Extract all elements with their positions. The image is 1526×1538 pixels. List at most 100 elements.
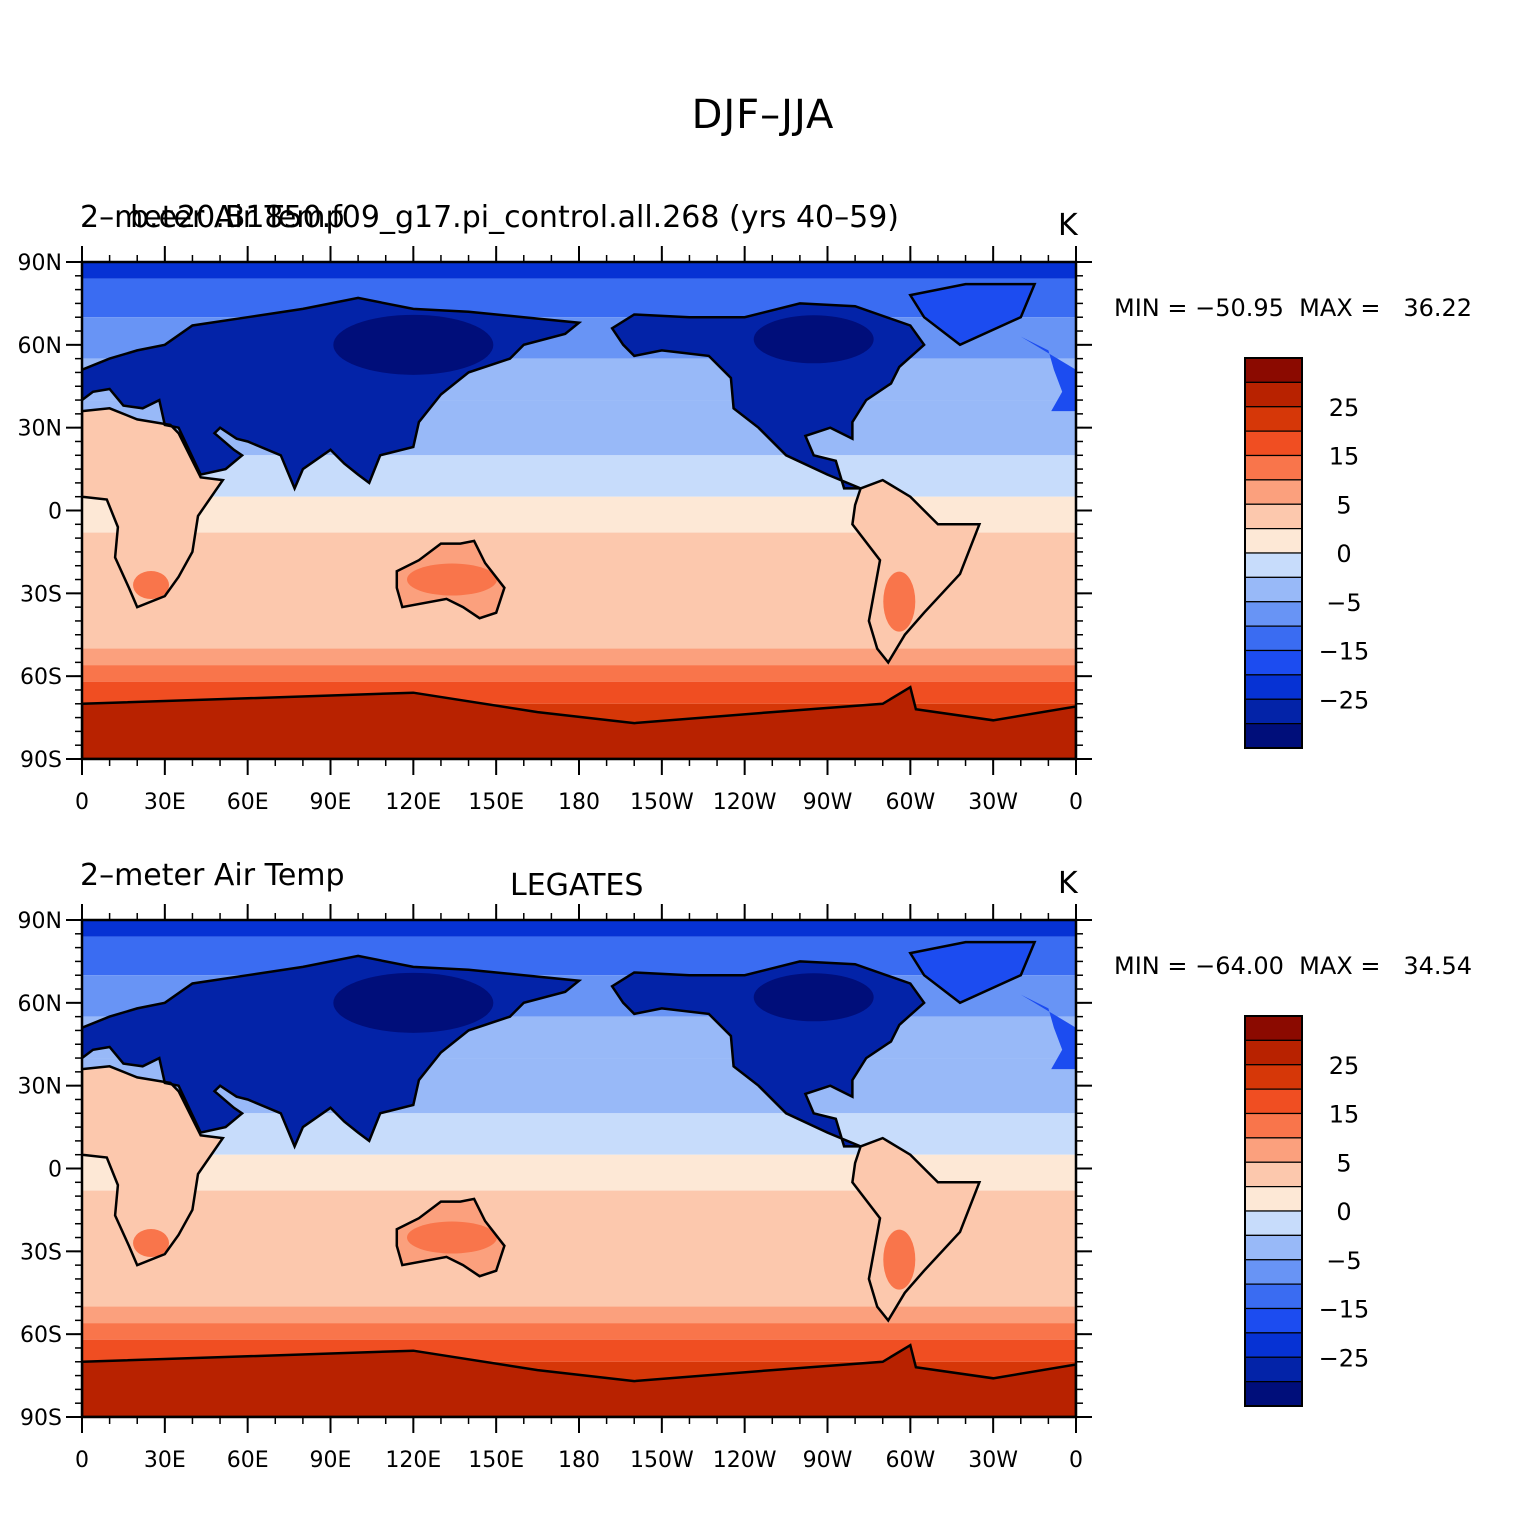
lon-label: 60W: [885, 1448, 935, 1473]
colorbar-box: [1244, 1064, 1303, 1090]
lon-label: 150E: [468, 1448, 524, 1473]
colorbar-box: [1244, 1332, 1303, 1358]
colorbar-box: [1244, 1381, 1303, 1407]
lon-label: 150E: [468, 790, 524, 815]
land-fill: [82, 687, 1076, 759]
colorbar-label: 15: [1329, 443, 1360, 471]
lon-label: 120E: [385, 790, 441, 815]
colorbar-box: [1244, 479, 1303, 505]
colorbar-label: 0: [1336, 1198, 1351, 1226]
colorbar-label: −15: [1319, 638, 1370, 666]
center-label: LEGATES: [510, 868, 644, 903]
contour-band: [82, 920, 1076, 937]
contour-band: [82, 262, 1076, 279]
colorbar: 25 15 5 0 −5 −15 −25: [1244, 357, 1370, 749]
colorbar-box: [1244, 357, 1303, 383]
lat-label: 90N: [18, 909, 62, 934]
colorbar-box: [1244, 601, 1303, 627]
coastline: [82, 407, 226, 609]
colorbar-box: [1244, 1283, 1303, 1310]
lat-label: 30N: [18, 417, 62, 442]
colorbar-box: [1244, 1210, 1303, 1236]
coastline: [82, 1343, 1076, 1417]
colorbar-label: 25: [1329, 1052, 1360, 1080]
figure-title: DJF–JJA: [691, 92, 835, 138]
lon-label: 90W: [803, 790, 853, 815]
colorbar-box: [1244, 1039, 1303, 1066]
southern-africa-warm-core: [133, 571, 170, 600]
colorbar-box: [1244, 503, 1303, 530]
lon-label: 60E: [227, 1448, 269, 1473]
colorbar-box: [1244, 430, 1303, 457]
lon-label: 0: [75, 1448, 89, 1473]
min-max-text: MIN = −50.95 MAX = 36.22: [1114, 294, 1473, 322]
land-fill: [1020, 994, 1076, 1070]
colorbar-box: [1244, 1356, 1303, 1383]
lat-label: 90S: [20, 748, 62, 773]
field-layer: [82, 920, 1076, 1417]
map-panel-obs: 90N 60N 30N 0 30S 60S 90S 0 30E 60E 90E 120E 150E 180…: [0, 658, 1526, 1473]
colorbar-label: −5: [1326, 1247, 1361, 1275]
coastline: [82, 685, 1076, 759]
colorbar-label: 5: [1336, 491, 1351, 519]
colorbar-label: 0: [1336, 540, 1351, 568]
colorbar-box: [1244, 698, 1303, 725]
siberia-cold-core: [333, 314, 494, 375]
coastline: [610, 302, 926, 490]
colorbar-box: [1244, 625, 1303, 652]
lat-label: 60S: [20, 665, 62, 690]
colorbar-frame: [1244, 1015, 1303, 1407]
colorbar-box: [1244, 454, 1303, 481]
map-panel-model: 90N 60N 30N 0 30S 60S 90S 0 30E 60E 90E 120E 150E 180…: [0, 0, 1526, 815]
lat-label: 90S: [20, 1406, 62, 1431]
lon-label: 60W: [885, 790, 935, 815]
lon-label: 0: [75, 790, 89, 815]
colorbar-box: [1244, 552, 1303, 578]
colorbar-box: [1244, 1186, 1303, 1212]
lon-label: 120W: [713, 790, 777, 815]
lat-label: 0: [48, 1158, 62, 1183]
lon-label: 120W: [713, 1448, 777, 1473]
contour-band: [82, 648, 1076, 666]
colorbar-label: −25: [1319, 1344, 1370, 1372]
lon-label: 30W: [968, 1448, 1018, 1473]
map-plot-model: 90N 60N 30N 0 30S 60S 90S 0 30E 60E 90E 120E 150E 180…: [18, 246, 1370, 815]
lat-label: 90N: [18, 251, 62, 276]
land-fill: [852, 1138, 980, 1321]
colorbar-label: 25: [1329, 394, 1360, 422]
coastline: [908, 940, 1037, 1005]
land-fill: [82, 1345, 1076, 1417]
center-label: b.e20.B1850.f09_g17.pi_control.all.268 (…: [130, 200, 899, 235]
lon-label: 120E: [385, 1448, 441, 1473]
colorbar-box: [1244, 1234, 1303, 1261]
contour-band: [82, 455, 1076, 497]
colorbar-box: [1244, 723, 1303, 749]
lat-label: 30S: [20, 1240, 62, 1265]
min-max-text: MIN = −64.00 MAX = 34.54: [1114, 952, 1473, 980]
lon-label: 60E: [227, 790, 269, 815]
colorbar-box: [1244, 406, 1303, 432]
colorbar-label: −5: [1326, 589, 1361, 617]
lat-label: 0: [48, 500, 62, 525]
lat-label: 30N: [18, 1075, 62, 1100]
units-label: K: [1058, 208, 1078, 243]
colorbar-label: 15: [1329, 1101, 1360, 1129]
colorbar-label: 5: [1336, 1149, 1351, 1177]
lon-label: 150W: [630, 790, 694, 815]
colorbar-box: [1244, 1112, 1303, 1139]
argentina-warm-core: [883, 571, 916, 632]
southern-africa-warm-core: [133, 1229, 170, 1258]
lon-label: 90W: [803, 1448, 853, 1473]
contour-band: [82, 1113, 1076, 1155]
land-fill: [82, 1066, 223, 1266]
field-layer: [82, 262, 1076, 759]
lon-label: 30W: [968, 790, 1018, 815]
siberia-cold-core: [333, 972, 494, 1033]
colorbar-box: [1244, 1015, 1303, 1041]
lon-label: 0: [1069, 790, 1083, 815]
colorbar-box: [1244, 381, 1303, 408]
contour-band: [82, 1323, 1076, 1340]
lat-label: 60N: [18, 334, 62, 359]
units-label: K: [1058, 866, 1078, 901]
coastline: [395, 539, 506, 620]
